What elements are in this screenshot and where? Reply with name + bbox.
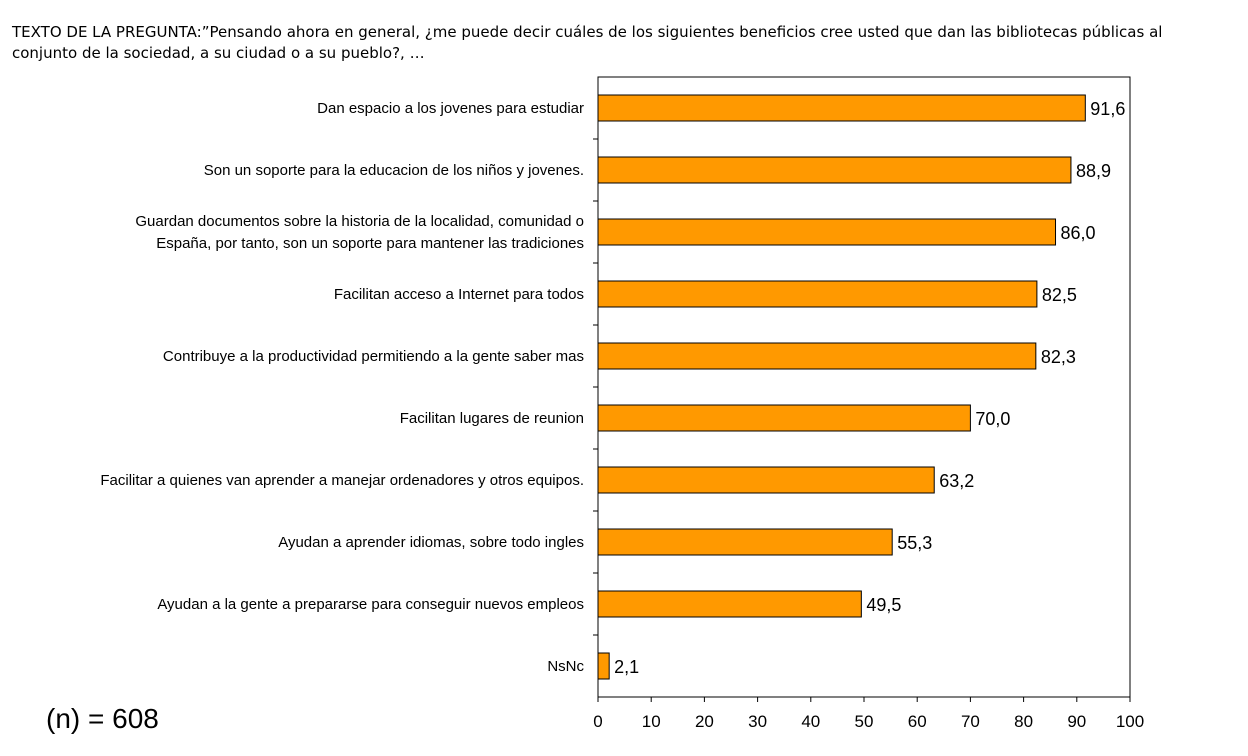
question-text: TEXTO DE LA PREGUNTA:”Pensando ahora en … xyxy=(12,23,1163,62)
x-tick-label: 10 xyxy=(642,712,661,731)
x-tick-label: 50 xyxy=(855,712,874,731)
category-label: Son un soporte para la educacion de los … xyxy=(204,162,584,179)
x-tick-label: 100 xyxy=(1116,712,1144,731)
x-tick-label: 90 xyxy=(1067,712,1086,731)
value-label: 70,0 xyxy=(975,409,1010,429)
value-label: 49,5 xyxy=(866,595,901,615)
category-label: Ayudan a la gente a prepararse para cons… xyxy=(157,596,584,613)
bar xyxy=(597,342,1037,370)
x-tick-label: 70 xyxy=(961,712,980,731)
bar xyxy=(597,528,893,556)
category-label: Contribuye a la productividad permitiend… xyxy=(163,348,584,365)
value-label: 63,2 xyxy=(939,471,974,491)
value-label: 55,3 xyxy=(897,533,932,553)
x-tick-label: 60 xyxy=(908,712,927,731)
bar xyxy=(597,466,935,494)
value-label: 82,5 xyxy=(1042,285,1077,305)
bar xyxy=(597,590,862,618)
bar xyxy=(597,94,1086,122)
bar xyxy=(597,218,1057,246)
value-label: 91,6 xyxy=(1090,99,1125,119)
bar xyxy=(597,652,610,680)
x-tick-label: 80 xyxy=(1014,712,1033,731)
x-tick-label: 40 xyxy=(801,712,820,731)
category-label: Facilitan lugares de reunion xyxy=(400,410,584,427)
category-label: NsNc xyxy=(547,658,584,675)
x-tick-label: 30 xyxy=(748,712,767,731)
bar xyxy=(597,280,1038,308)
bar xyxy=(597,156,1072,184)
value-label: 2,1 xyxy=(614,657,639,677)
category-label: Facilitar a quienes van aprender a manej… xyxy=(100,472,584,489)
value-label: 82,3 xyxy=(1041,347,1076,367)
category-label: España, por tanto, son un soporte para m… xyxy=(156,235,584,252)
category-label: Guardan documentos sobre la historia de … xyxy=(135,213,584,230)
category-label: Ayudan a aprender idiomas, sobre todo in… xyxy=(278,534,584,551)
bar xyxy=(597,404,971,432)
value-label: 86,0 xyxy=(1061,223,1096,243)
category-label: Dan espacio a los jovenes para estudiar xyxy=(317,100,584,117)
x-tick-label: 0 xyxy=(593,712,602,731)
x-tick-label: 20 xyxy=(695,712,714,731)
value-label: 88,9 xyxy=(1076,161,1111,181)
sample-size-label: (n) = 608 xyxy=(46,703,159,734)
category-label: Facilitan acceso a Internet para todos xyxy=(334,286,584,303)
